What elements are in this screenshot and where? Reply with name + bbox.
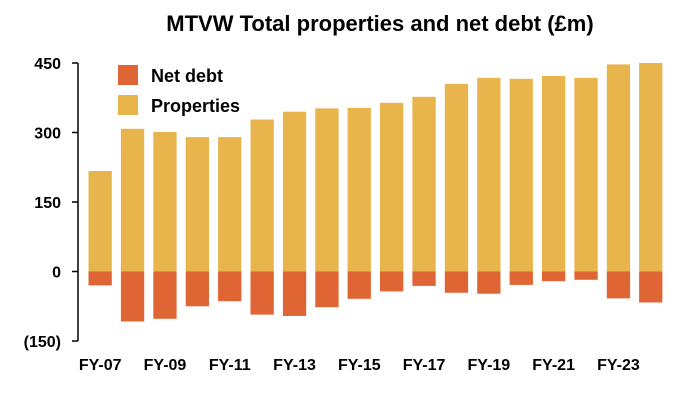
properties-bar-fy-14 [315, 108, 339, 272]
net-debt-bar-fy-12 [250, 271, 274, 315]
properties-bar-fy-08 [120, 128, 145, 272]
x-tick-label: FY-23 [597, 357, 640, 374]
net-debt-bar-fy-16 [380, 271, 404, 292]
chart-title: MTVW Total properties and net debt (£m) [166, 11, 593, 36]
net-debt-bar-fy-23 [606, 271, 631, 299]
properties-bar-fy-16 [380, 102, 404, 272]
y-tick-label: 150 [34, 195, 61, 212]
properties-bar-fy-09 [153, 132, 177, 272]
properties-bar-fy-10 [185, 137, 209, 272]
bars [88, 63, 663, 322]
x-tick-label: FY-09 [144, 357, 187, 374]
net-debt-bar-fy-17 [412, 271, 436, 286]
properties-bar-fy-18 [444, 83, 469, 272]
net-debt-bar-fy-15 [347, 271, 371, 299]
properties-bar-fy-22 [574, 77, 598, 272]
net-debt-bar-fy-07 [88, 271, 112, 286]
x-tick-label: FY-11 [209, 357, 251, 374]
x-tick-label: FY-19 [468, 357, 511, 374]
x-tick-label: FY-07 [79, 357, 122, 374]
properties-bar-fy-21 [542, 76, 566, 272]
y-tick-label: 450 [34, 56, 61, 73]
net-debt-bar-fy-18 [444, 271, 469, 293]
properties-bar-fy-07 [88, 171, 112, 272]
net-debt-bar-fy-24 [639, 271, 663, 303]
properties-bar-fy-12 [250, 119, 274, 272]
properties-bar-fy-11 [218, 137, 242, 272]
net-debt-bar-fy-10 [185, 271, 209, 307]
y-tick-label: (150) [24, 334, 61, 351]
properties-bar-fy-13 [282, 111, 307, 272]
x-axis-ticks: FY-07 FY-09 FY-11 FY-13 FY-15 FY-17 FY-19 FY-21… [79, 357, 640, 374]
net-debt-bar-fy-09 [153, 271, 177, 319]
legend-label-properties: Properties [151, 96, 240, 116]
net-debt-bar-fy-13 [282, 271, 307, 316]
legend-label-net-debt: Net debt [151, 66, 223, 86]
y-axis-ticks: 450 300 150 0 (150) [24, 56, 78, 351]
properties-bar-fy-23 [606, 64, 631, 272]
y-tick-label: 0 [52, 265, 61, 282]
net-debt-bar-fy-08 [120, 271, 145, 322]
x-tick-label: FY-15 [338, 357, 381, 374]
y-tick-label: 300 [34, 126, 61, 143]
properties-bar-fy-19 [477, 77, 501, 272]
net-debt-bar-fy-11 [218, 271, 242, 302]
properties-bar-fy-24 [639, 63, 663, 272]
x-tick-label: FY-21 [532, 357, 575, 374]
net-debt-bar-fy-22 [574, 271, 598, 280]
legend-swatch-properties [118, 95, 138, 115]
properties-bar-fy-15 [347, 107, 371, 272]
properties-bar-fy-17 [412, 96, 436, 272]
net-debt-bar-fy-19 [477, 271, 501, 294]
net-debt-bar-fy-21 [542, 271, 566, 282]
net-debt-bar-fy-14 [315, 271, 339, 308]
x-tick-label: FY-13 [273, 357, 316, 374]
legend-swatch-net-debt [118, 65, 138, 85]
properties-bar-fy-20 [509, 78, 533, 272]
net-debt-bar-fy-20 [509, 271, 533, 285]
x-tick-label: FY-17 [403, 357, 446, 374]
legend: Net debt Properties [118, 65, 240, 116]
